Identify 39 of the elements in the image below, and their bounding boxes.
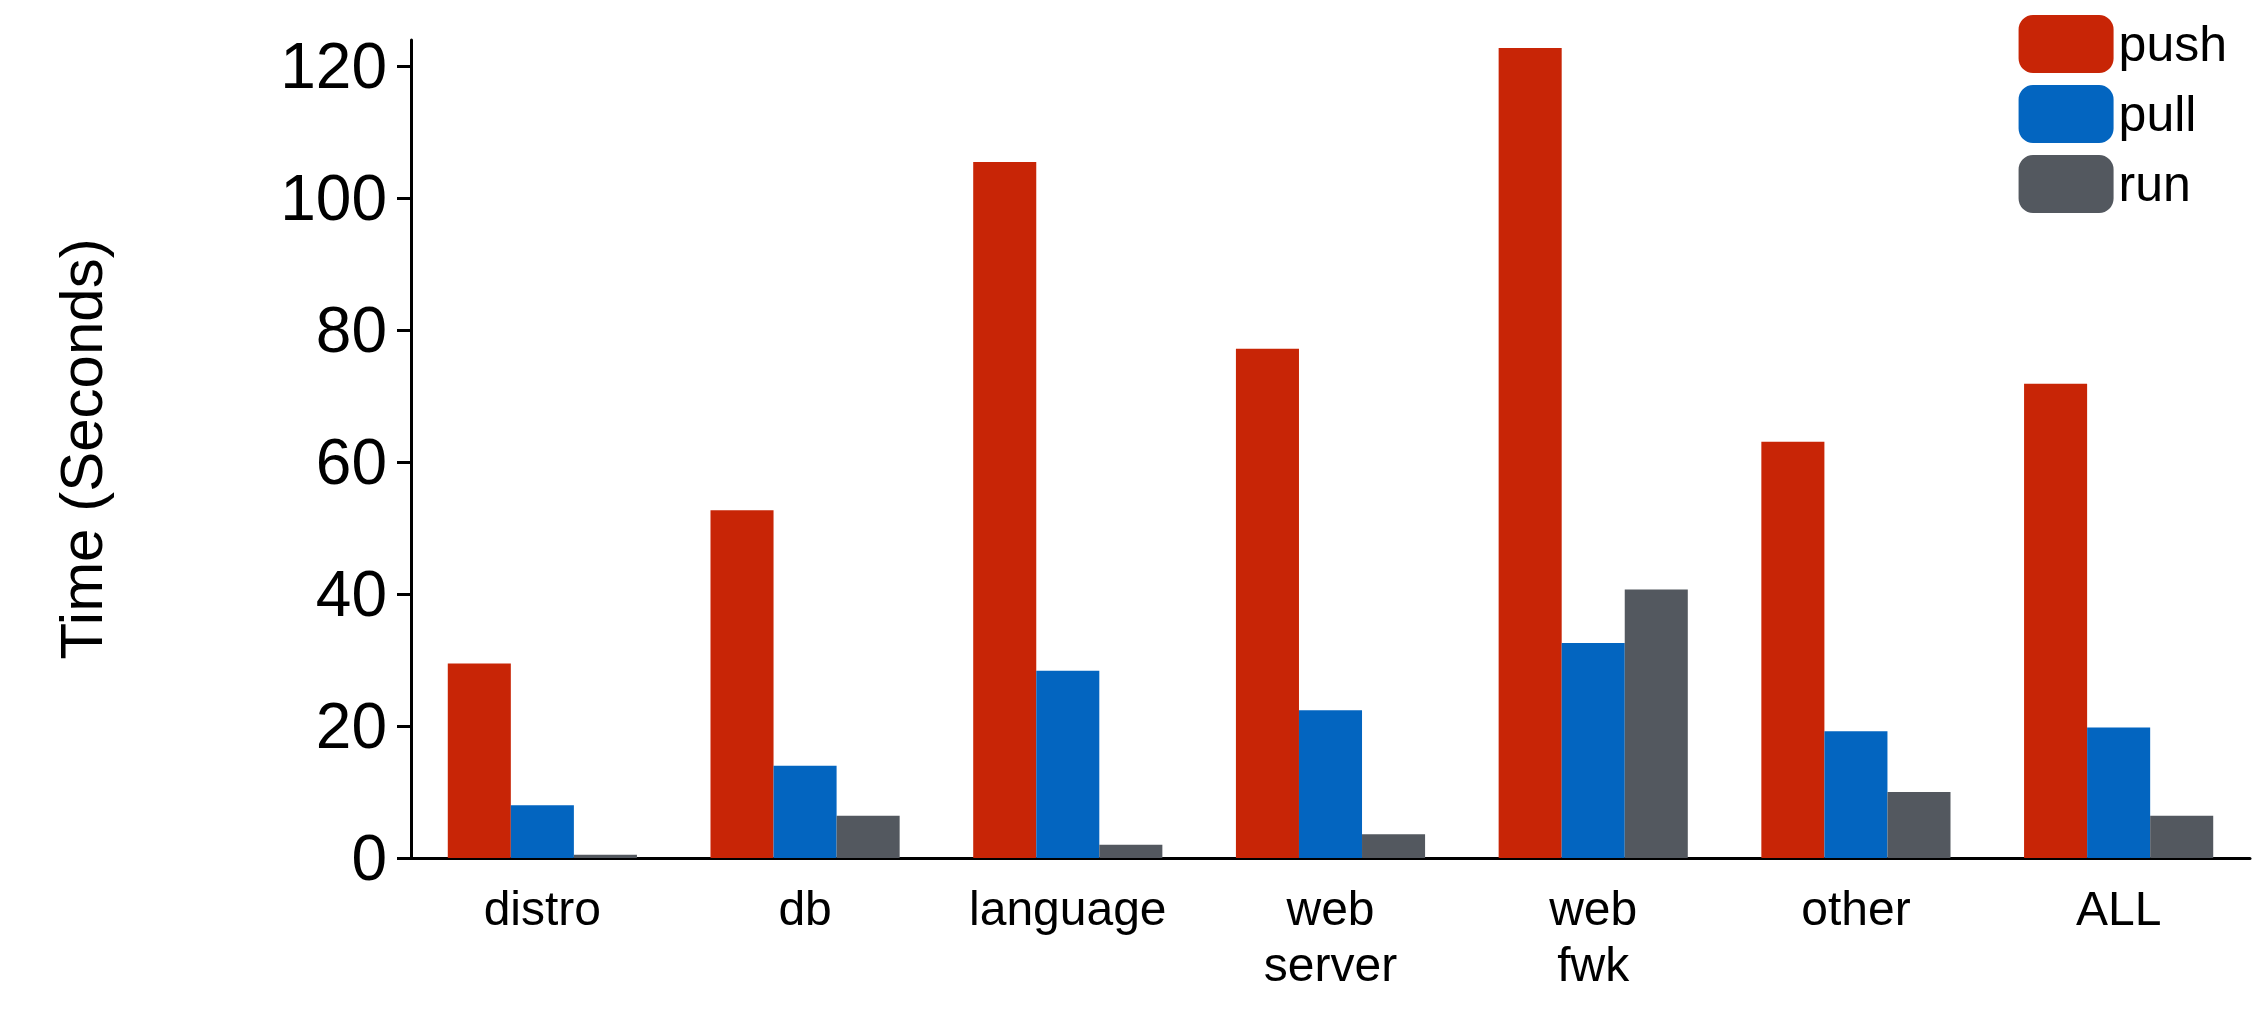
bar xyxy=(1099,844,1163,858)
y-tick-label: 40 xyxy=(315,558,387,631)
x-tick-label: ALL xyxy=(2075,881,2162,935)
x-tick-label: web fwk xyxy=(1548,881,1638,991)
x-tick-label: web server xyxy=(1263,881,1398,991)
y-axis-title: Time (Seconds) xyxy=(47,238,115,660)
x-tick-label: distro xyxy=(483,881,602,935)
bar xyxy=(2024,383,2088,858)
bar xyxy=(1298,710,1363,858)
bar xyxy=(1824,731,1888,858)
y-tick-label: 0 xyxy=(351,822,387,894)
bar xyxy=(1235,348,1299,858)
y-tick-label: 80 xyxy=(315,294,387,367)
x-tick-label: other xyxy=(1801,881,1911,935)
bar xyxy=(1624,589,1688,858)
bar xyxy=(573,854,637,858)
bar xyxy=(2150,815,2214,858)
bar xyxy=(1561,642,1625,858)
bar xyxy=(773,765,837,858)
y-tick-label: 100 xyxy=(280,162,387,235)
y-tick-label: 60 xyxy=(315,426,387,499)
bar xyxy=(710,510,774,858)
bar xyxy=(973,162,1037,858)
x-tick-label: language xyxy=(969,881,1167,935)
legend-label: pull xyxy=(2118,86,2197,142)
bar xyxy=(836,815,900,858)
bar xyxy=(1761,441,1825,858)
bar xyxy=(2087,727,2151,858)
bar xyxy=(1498,47,1562,858)
bar xyxy=(447,663,511,858)
x-tick-label: db xyxy=(778,881,832,935)
bar xyxy=(1362,834,1426,858)
y-tick-label: 20 xyxy=(315,690,387,763)
bar xyxy=(1887,792,1951,858)
bar xyxy=(1036,670,1100,858)
bar xyxy=(510,805,574,858)
y-tick-label: 120 xyxy=(280,30,387,103)
legend-label: push xyxy=(2118,16,2228,72)
legend-label: run xyxy=(2118,156,2191,212)
